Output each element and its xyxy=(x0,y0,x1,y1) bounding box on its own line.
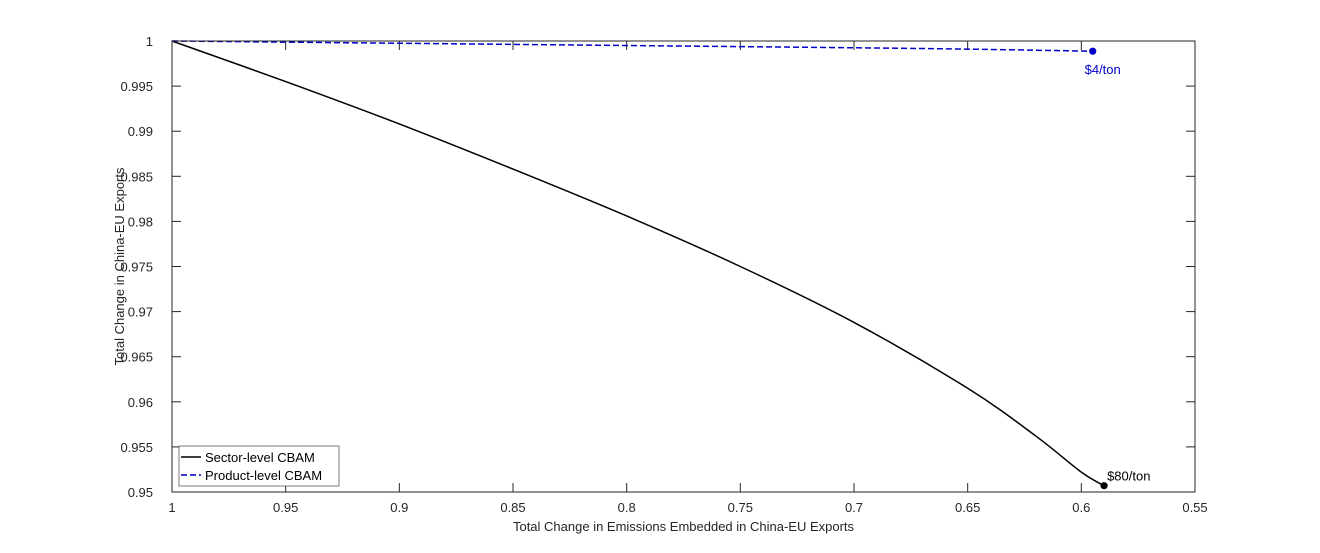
y-tick-label: 0.97 xyxy=(128,305,153,320)
y-tick-label: 1 xyxy=(146,34,153,49)
x-tick-label: 0.6 xyxy=(1072,500,1090,515)
y-tick-label: 0.975 xyxy=(120,260,153,275)
y-tick-label: 0.98 xyxy=(128,214,153,229)
series-line-product-level xyxy=(171,40,1093,52)
y-tick-label: 0.995 xyxy=(120,79,153,94)
x-tick-label: 0.7 xyxy=(845,500,863,515)
axis-ticks: 1 0.95 0.9 0.85 0.8 0.75 0.7 0.65 0.6 0.55 0.95 0.9… xyxy=(120,34,1207,515)
x-tick-label: 0.65 xyxy=(955,500,980,515)
x-tick-label: 1 xyxy=(168,500,175,515)
legend-box xyxy=(178,445,340,487)
series-layer: $80/ton $4/ton xyxy=(171,40,1150,490)
legend-entry: Sector-level CBAM xyxy=(205,450,315,465)
y-tick-label: 0.965 xyxy=(120,350,153,365)
plot-frame xyxy=(171,40,1196,493)
x-tick-label: 0.85 xyxy=(500,500,525,515)
x-tick-label: 0.9 xyxy=(390,500,408,515)
y-tick-label: 0.955 xyxy=(120,440,153,455)
y-tick-label: 0.99 xyxy=(128,124,153,139)
axes xyxy=(171,40,1196,493)
endpoint-label: $4/ton xyxy=(1085,62,1121,77)
y-axis-label: Total Change in China-EU Exports xyxy=(112,167,127,365)
endpoint-label: $80/ton xyxy=(1107,469,1150,484)
series-line-sector-level xyxy=(171,40,1105,487)
endpoint-marker xyxy=(1089,47,1097,55)
x-axis-label: Total Change in Emissions Embedded in Ch… xyxy=(513,519,855,534)
x-tick-label: 0.75 xyxy=(728,500,753,515)
legend-entry: Product-level CBAM xyxy=(205,468,322,483)
y-tick-label: 0.95 xyxy=(128,485,153,500)
x-tick-label: 0.8 xyxy=(618,500,636,515)
x-tick-label: 0.95 xyxy=(273,500,298,515)
legend: Sector-level CBAM Product-level CBAM xyxy=(178,445,340,487)
y-tick-label: 0.985 xyxy=(120,169,153,184)
x-tick-label: 0.55 xyxy=(1182,500,1207,515)
endpoint-marker xyxy=(1100,482,1108,490)
y-tick-label: 0.96 xyxy=(128,395,153,410)
